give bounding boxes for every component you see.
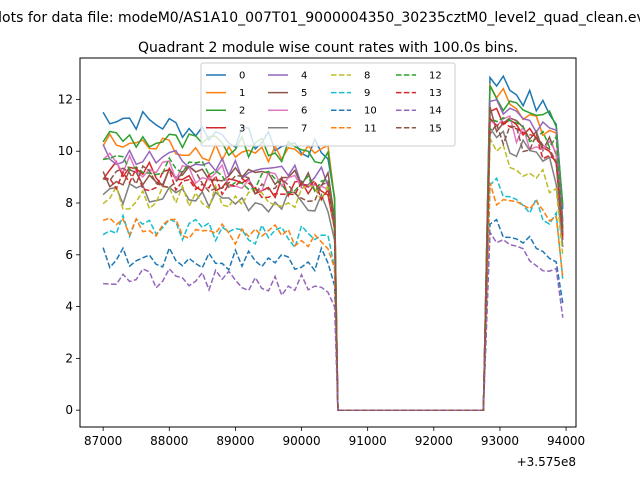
- legend-label-8: 8: [364, 71, 370, 82]
- axes-frame: [79, 57, 577, 428]
- x-tick-label: 88000: [150, 434, 188, 448]
- x-tick-label: 93000: [481, 434, 519, 448]
- y-axis: 0 2 4 6 8 10 12: [58, 92, 80, 417]
- y-tick-label: 4: [65, 300, 73, 314]
- legend-label-0: 0: [239, 71, 245, 82]
- x-tick-label: 87000: [84, 434, 122, 448]
- y-tick-label: 8: [65, 196, 73, 210]
- x-tick-label: 90000: [282, 434, 320, 448]
- x-offset-label: +3.575e8: [517, 455, 576, 469]
- legend-label-1: 1: [239, 88, 245, 99]
- x-axis: 87000 88000 89000 90000 91000 92000 93000 94000: [84, 427, 585, 448]
- legend-label-13: 13: [429, 88, 442, 99]
- y-tick-label: 12: [58, 92, 73, 106]
- y-tick-label: 6: [65, 248, 73, 262]
- legend-label-10: 10: [364, 106, 377, 117]
- legend-box: [200, 62, 456, 147]
- x-tick-label: 89000: [216, 434, 254, 448]
- y-tick-label: 0: [65, 403, 73, 417]
- series-line-14: [103, 229, 564, 411]
- series-line-12: [103, 116, 564, 411]
- legend-label-15: 15: [429, 123, 442, 134]
- legend-label-3: 3: [239, 123, 245, 134]
- legend-label-6: 6: [301, 106, 307, 117]
- x-tick-label: 91000: [349, 434, 387, 448]
- series-line-15: [102, 122, 564, 411]
- legend-label-14: 14: [429, 106, 442, 117]
- x-tick-label: 94000: [547, 434, 585, 448]
- legend-label-4: 4: [301, 71, 307, 82]
- legend-label-11: 11: [364, 123, 377, 134]
- chart-title: Quadrant 2 module wise count rates with …: [138, 40, 518, 56]
- legend-label-9: 9: [364, 88, 370, 99]
- x-tick-label: 92000: [415, 434, 453, 448]
- y-tick-label: 2: [65, 351, 73, 365]
- plot-area: 87000 88000 89000 90000 91000 92000 93000 94000…: [58, 57, 585, 469]
- legend-label-12: 12: [429, 71, 442, 82]
- series-layer: [102, 74, 564, 411]
- legend-label-5: 5: [301, 88, 307, 99]
- legend-label-2: 2: [239, 106, 245, 117]
- y-tick-label: 10: [58, 144, 73, 158]
- figure-suptitle: Plots for data file: modeM0/AS1A10_007T0…: [0, 10, 640, 26]
- legend-label-7: 7: [301, 123, 307, 134]
- series-line-13: [103, 116, 564, 411]
